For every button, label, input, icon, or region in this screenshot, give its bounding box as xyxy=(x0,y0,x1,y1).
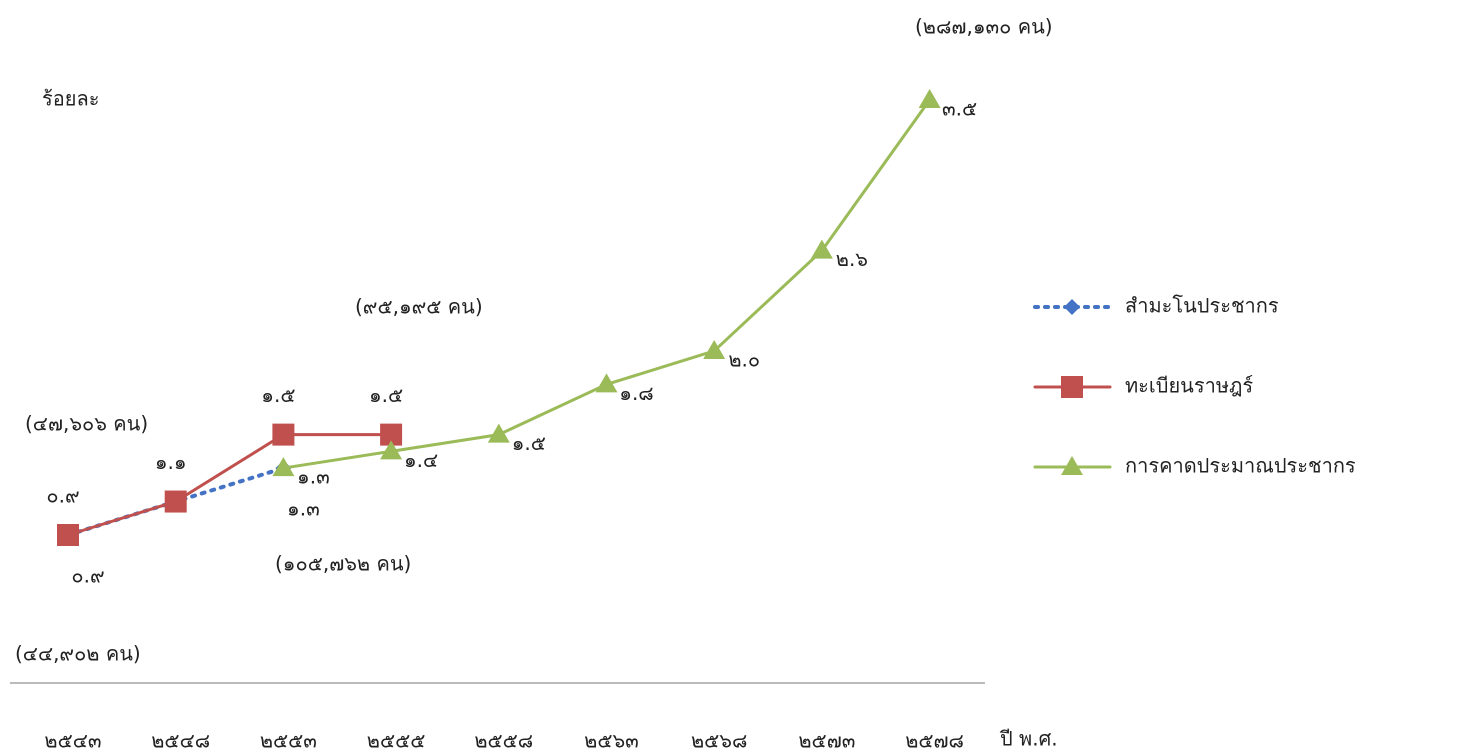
point xyxy=(272,457,295,477)
data-label: ๑.๕ xyxy=(261,383,295,407)
annotation: (๑๐๕,๗๖๒ คน) xyxy=(275,552,411,576)
x-tick-label: ๒๕๕๕ xyxy=(367,729,426,753)
point xyxy=(57,524,79,546)
annotation: (๒๘๗,๑๓๐ คน) xyxy=(915,15,1053,39)
x-tick-label: ๒๕๖๓ xyxy=(584,729,639,753)
x-tick-label: ๒๕๖๘ xyxy=(691,729,747,753)
series-line xyxy=(66,433,393,537)
data-label: ๑.๔ xyxy=(404,448,438,472)
x-tick-label: ๒๕๔๘ xyxy=(151,729,210,753)
point xyxy=(380,423,403,446)
annotation: (๔๔,๙๐๒ คน) xyxy=(15,642,141,666)
y-axis-label: ร้อยละ xyxy=(42,87,99,111)
data-label: ๑.๓ xyxy=(287,497,320,521)
x-tick-label: ๒๕๔๓ xyxy=(44,729,101,753)
x-tick-label: ๒๕๕๓ xyxy=(260,729,317,753)
data-label: ๐.๙ xyxy=(71,564,104,588)
point xyxy=(810,239,833,259)
point xyxy=(1061,456,1083,475)
x-tick-label: ๒๕๗๘ xyxy=(905,729,964,753)
legend-label: การคาดประมาณประชากร xyxy=(1125,454,1356,478)
data-label: ๐.๙ xyxy=(46,484,79,508)
annotation: (๔๗,๖๐๖ คน) xyxy=(25,412,148,436)
point xyxy=(703,339,726,359)
annotation: (๙๕,๑๙๕ คน) xyxy=(355,295,483,319)
point xyxy=(164,490,187,513)
series-line xyxy=(281,98,932,470)
legend-label: ทะเบียนราษฎร์ xyxy=(1125,374,1253,398)
point xyxy=(595,373,618,393)
data-label: ๑.๓ xyxy=(297,465,330,489)
data-label: ๑.๘ xyxy=(619,381,653,405)
point xyxy=(487,423,510,443)
point xyxy=(1061,376,1083,398)
data-label: ๓.๕ xyxy=(942,97,977,121)
data-label: ๑.๕ xyxy=(512,431,546,455)
x-axis-label: ปี พ.ศ. xyxy=(1000,727,1058,751)
point xyxy=(380,440,403,460)
data-label: ๒.๖ xyxy=(836,247,868,271)
data-label: ๑.๕ xyxy=(369,383,403,407)
point xyxy=(918,89,941,108)
point xyxy=(1064,299,1080,315)
point xyxy=(272,423,295,446)
x-tick-label: ๒๕๕๘ xyxy=(474,729,533,753)
data-label: ๒.๐ xyxy=(728,347,760,371)
x-tick-label: ๒๕๗๓ xyxy=(798,729,855,753)
legend-label: สำมะโนประชากร xyxy=(1125,294,1279,318)
data-label: ๑.๑ xyxy=(155,450,187,474)
